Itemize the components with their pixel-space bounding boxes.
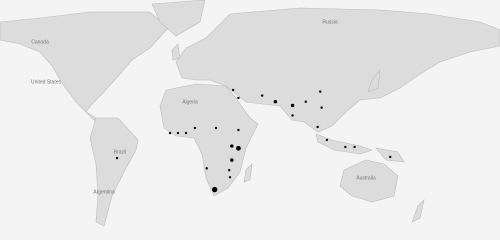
uk bbox=[171, 43, 181, 61]
marker bbox=[320, 106, 323, 109]
madagascar bbox=[243, 163, 253, 183]
indonesia bbox=[315, 133, 373, 155]
marker bbox=[236, 145, 241, 151]
greenland bbox=[151, 0, 206, 37]
marker bbox=[231, 88, 235, 92]
land bbox=[0, 0, 500, 227]
marker bbox=[316, 125, 319, 129]
country-label: Algeria bbox=[182, 99, 198, 105]
marker bbox=[261, 94, 264, 97]
marker bbox=[237, 128, 240, 132]
new-zealand bbox=[411, 199, 425, 223]
africa bbox=[159, 83, 259, 197]
country-label: Argentina bbox=[93, 189, 115, 195]
marker bbox=[291, 114, 294, 117]
new-guinea bbox=[375, 147, 405, 163]
marker bbox=[230, 158, 234, 162]
north-america bbox=[0, 11, 169, 113]
country-label: Australia bbox=[356, 175, 376, 181]
marker bbox=[237, 96, 240, 100]
country-label: Russia bbox=[322, 19, 338, 25]
marker bbox=[168, 131, 172, 135]
country-label: Brazil bbox=[114, 149, 127, 155]
marker bbox=[205, 167, 208, 170]
south-america bbox=[89, 117, 139, 227]
marker bbox=[193, 126, 197, 130]
marker bbox=[230, 144, 234, 148]
marker bbox=[184, 131, 188, 135]
marker bbox=[319, 90, 322, 93]
marker bbox=[228, 176, 232, 179]
marker bbox=[290, 103, 295, 108]
australia bbox=[339, 159, 399, 203]
marker bbox=[214, 126, 218, 130]
marker bbox=[344, 145, 347, 149]
marker bbox=[228, 169, 231, 172]
eurasia bbox=[175, 7, 500, 133]
marker bbox=[273, 100, 278, 104]
marker bbox=[325, 138, 329, 142]
country-label: Canada bbox=[31, 39, 49, 45]
marker bbox=[389, 155, 392, 159]
country-label: United States bbox=[31, 79, 62, 85]
marker bbox=[176, 131, 180, 135]
marker bbox=[353, 145, 356, 149]
markers bbox=[115, 88, 392, 193]
marker bbox=[304, 100, 307, 103]
marker bbox=[115, 156, 119, 160]
japan bbox=[367, 69, 381, 93]
marker bbox=[211, 186, 218, 193]
